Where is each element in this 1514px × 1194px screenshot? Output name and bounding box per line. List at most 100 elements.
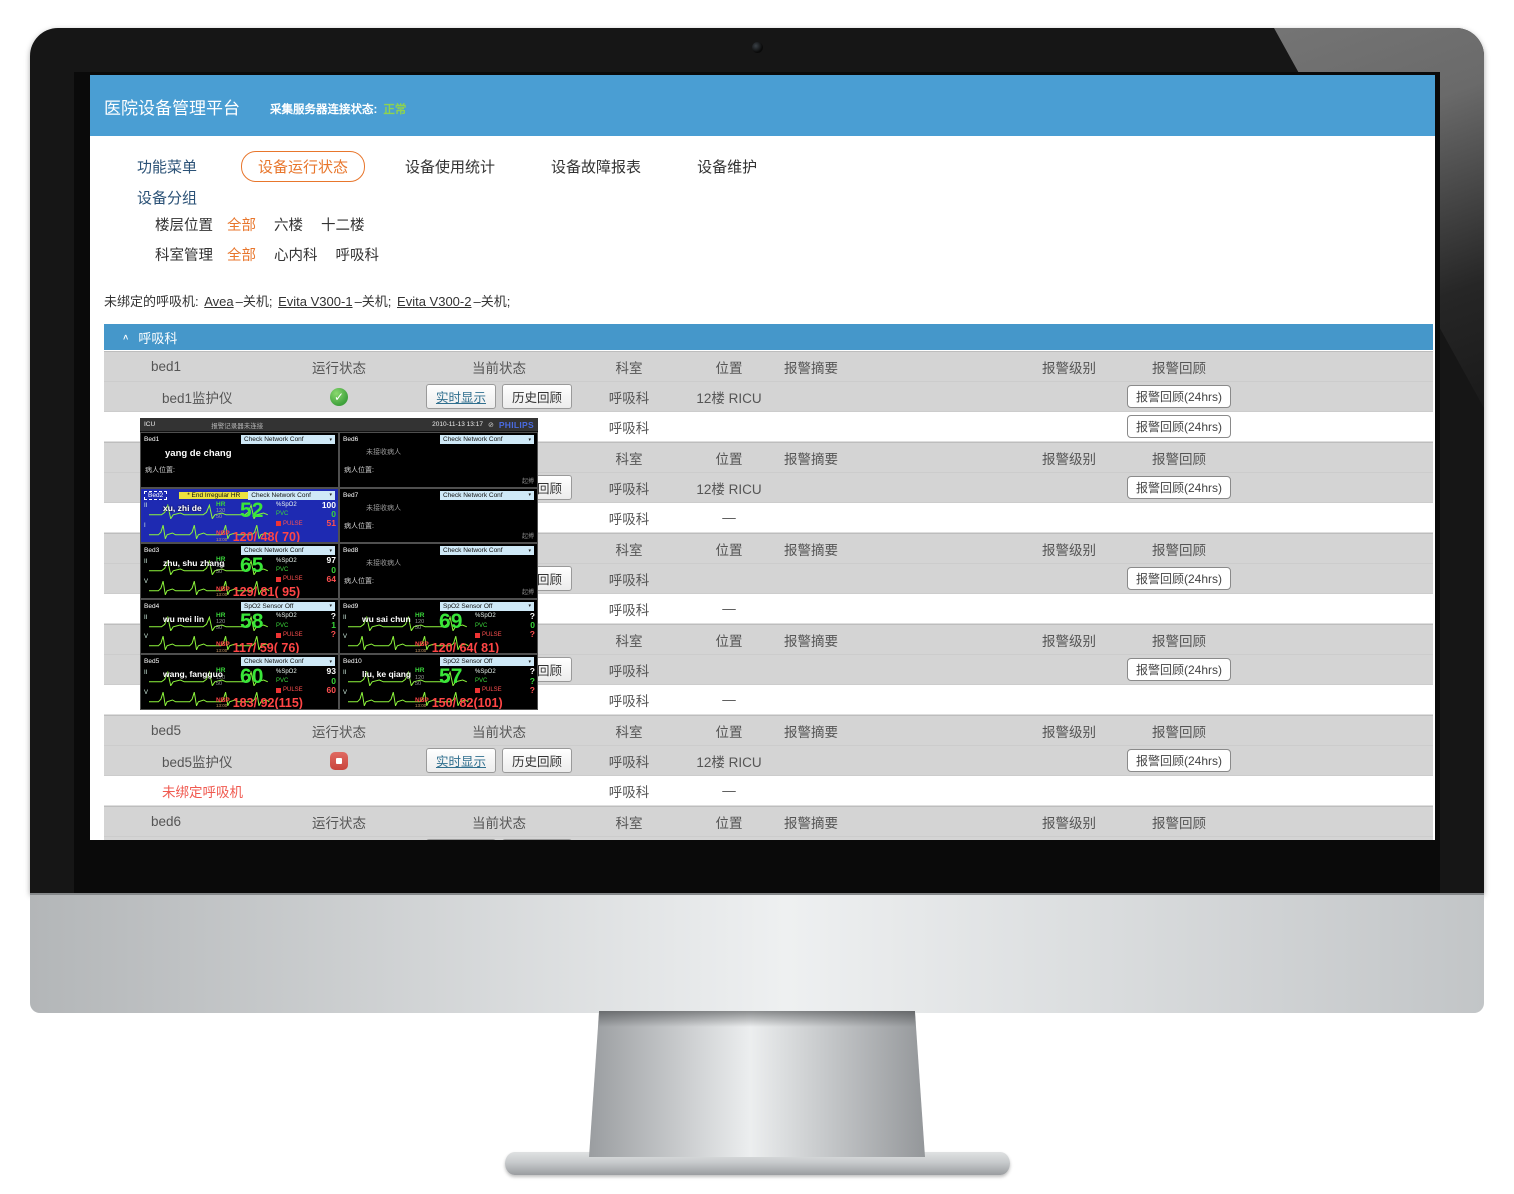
page-title: 医院设备管理平台 xyxy=(104,99,240,118)
hr-high-limit: 120 xyxy=(216,507,226,514)
tab-device-maintenance[interactable]: 设备维护 xyxy=(697,159,758,176)
section-respiratory-collapse[interactable]: ∧ 呼吸科 xyxy=(104,324,1433,350)
history-review-button[interactable]: 历史回顾 xyxy=(502,748,573,773)
col-alarm-review: 报警回顾 xyxy=(1152,542,1206,558)
tab-device-fault-report[interactable]: 设备故障报表 xyxy=(551,159,642,176)
bed-mode-dropdown[interactable]: Check Network Conf ▾ xyxy=(440,546,534,556)
ventilator-link-avea[interactable]: Avea xyxy=(204,294,234,309)
alarm-off-icon xyxy=(276,632,281,638)
spo2-label: %SpO2 xyxy=(276,668,297,675)
current-status-cell: 实时显示历史回顾 xyxy=(414,384,584,409)
spo2-value: ? xyxy=(529,610,535,621)
no-patient-text: 未接收病人 xyxy=(366,449,401,456)
filter-dept-respiratory[interactable]: 呼吸科 xyxy=(335,248,380,264)
filter-floor-12[interactable]: 十二楼 xyxy=(321,218,365,234)
alarm-off-icon xyxy=(276,688,281,694)
bed-id-label: Bed1 xyxy=(144,436,160,443)
alarm-review-24hrs-button[interactable]: 报警回顾(24hrs) xyxy=(1126,658,1231,681)
bed-mode-dropdown[interactable]: Check Network Conf ▾ xyxy=(241,546,335,556)
realtime-display-button[interactable]: 实时显示 xyxy=(425,839,496,840)
monitor-name: bed1监护仪 xyxy=(162,390,233,406)
filter-dept-cardiology[interactable]: 心内科 xyxy=(274,248,318,264)
bed-mode-dropdown[interactable]: Check Network Conf ▾ xyxy=(241,435,335,444)
alarm-off-icon xyxy=(276,577,281,583)
filter-floor-all[interactable]: 全部 xyxy=(227,218,256,234)
alarm-review-24hrs-button[interactable]: 报警回顾(24hrs) xyxy=(1126,476,1231,499)
col-running-status: 运行状态 xyxy=(312,360,366,376)
alarm-review-24hrs-button[interactable]: 报警回顾(24hrs) xyxy=(1126,415,1231,438)
col-alarm-summary: 报警摘要 xyxy=(784,542,838,558)
ventilator-link-evita-v300-2[interactable]: Evita V300-2 xyxy=(397,294,472,309)
nbp-label: NBP xyxy=(216,641,230,649)
history-review-button[interactable]: 历史回顾 xyxy=(502,384,573,409)
bed-id-label: Bed3 xyxy=(144,547,160,555)
bed-mode-dropdown[interactable]: Check Network Conf ▾ xyxy=(248,490,335,500)
spo2-value: 93 xyxy=(326,666,336,677)
hr-high-limit: 120 xyxy=(216,674,226,681)
bed-cell-header: Bed6 Check Network Conf ▾ xyxy=(340,434,537,445)
hr-high-limit: 120 xyxy=(415,618,425,625)
bed-mode-dropdown[interactable]: SpO2 Sensor Off ▾ xyxy=(440,657,534,667)
filter-floor-6[interactable]: 六楼 xyxy=(274,218,303,234)
bed-mode-dropdown[interactable]: Check Network Conf ▾ xyxy=(241,657,335,667)
pacing-label: 起搏 xyxy=(521,478,534,485)
waveform-zone: II V xyxy=(143,557,270,597)
col-department: 科室 xyxy=(615,360,643,376)
ecg-waveform: I xyxy=(143,523,270,540)
alarm-review-24hrs-button[interactable]: 报警回顾(24hrs) xyxy=(1126,385,1231,408)
ecg-waveform: V xyxy=(342,690,469,707)
location-cell: 12楼 RICU xyxy=(696,754,762,770)
bed-mode-dropdown[interactable]: Check Network Conf ▾ xyxy=(440,490,534,500)
bed-mode-dropdown[interactable]: Check Network Conf ▾ xyxy=(440,435,534,444)
hr-value: 57 xyxy=(439,665,463,689)
lead-label: V xyxy=(144,690,149,697)
running-status-cell: ✓ xyxy=(264,387,414,406)
hr-low-limit: 50 xyxy=(216,569,223,576)
monitor-bed-cell: Bed3 Check Network Conf ▾ zhu, shu zhang … xyxy=(140,543,339,599)
waveform-zone: II V xyxy=(143,613,270,653)
pvc-label: PVC xyxy=(475,678,488,685)
col-location: 位置 xyxy=(715,360,743,376)
department-cell: 呼吸科 xyxy=(608,693,650,709)
lead-label: V xyxy=(343,634,348,641)
pulse-value: 51 xyxy=(326,518,336,529)
realtime-display-button[interactable]: 实时显示 xyxy=(425,748,496,773)
monitor-alarm-notice: 报警记录器未连接 xyxy=(211,422,264,430)
bed-mode-label: Check Network Conf xyxy=(251,491,311,499)
bed-label: bed1 xyxy=(151,359,182,374)
vitals-block: HR 120 50 57 %SpO2? PVC? PULSE? NBP 13:00 1… xyxy=(415,665,535,709)
department-cell: 呼吸科 xyxy=(608,481,650,497)
ventilator-link-evita-v300-1[interactable]: Evita V300-1 xyxy=(278,294,353,309)
vitals-block: HR 120 50 58 %SpO2? PVC 1 PULSE? NBP 13:00 1… xyxy=(216,611,336,654)
location-cell: 12楼 RICU xyxy=(696,481,762,497)
bed-mode-dropdown[interactable]: SpO2 Sensor Off ▾ xyxy=(440,601,534,611)
realtime-display-button[interactable]: 实时显示 xyxy=(425,384,496,409)
hr-label: HR xyxy=(415,667,425,675)
device-grouping-title: 设备分组 xyxy=(137,190,198,207)
tab-device-usage-stats[interactable]: 设备使用统计 xyxy=(405,159,496,176)
spo2-label: %SpO2 xyxy=(276,501,297,508)
monitor-topbar: ICU 报警记录器未连接 2010-11-13 13:17 ⊘ PHILIPS xyxy=(140,418,538,432)
bed-cell-header: Bed7 Check Network Conf ▾ xyxy=(340,490,537,501)
vitals-block: HR 120 50 52 %SpO2 100 PVC 0 PULSE 51 NBP 13:0… xyxy=(216,500,336,543)
pulse-label: PULSE xyxy=(475,632,502,639)
bed-mode-label: Check Network Conf xyxy=(443,491,503,499)
bed-mode-dropdown[interactable]: SpO2 Sensor Off ▾ xyxy=(241,601,335,611)
filter-dept-all[interactable]: 全部 xyxy=(227,248,256,264)
col-location: 位置 xyxy=(715,724,743,740)
alarm-review-24hrs-button[interactable]: 报警回顾(24hrs) xyxy=(1126,567,1231,590)
dropdown-arrow-icon: ▾ xyxy=(528,603,531,610)
hr-low-limit: 50 xyxy=(216,513,223,520)
bed-id-label: Bed5 xyxy=(144,658,160,666)
waveform-zone: II I xyxy=(143,502,270,542)
history-review-button[interactable]: 历史回顾 xyxy=(502,839,573,840)
location-cell: — xyxy=(722,783,736,798)
nbp-label: NBP xyxy=(216,696,230,704)
tab-device-running-status[interactable]: 设备运行状态 xyxy=(241,151,366,182)
col-department: 科室 xyxy=(615,633,643,649)
dropdown-arrow-icon: ▾ xyxy=(329,547,332,554)
pacing-label: 起搏 xyxy=(521,534,534,541)
ecg-waveform: II xyxy=(342,615,467,631)
alarm-review-24hrs-button[interactable]: 报警回顾(24hrs) xyxy=(1126,749,1231,772)
col-alarm-review: 报警回顾 xyxy=(1152,815,1206,831)
